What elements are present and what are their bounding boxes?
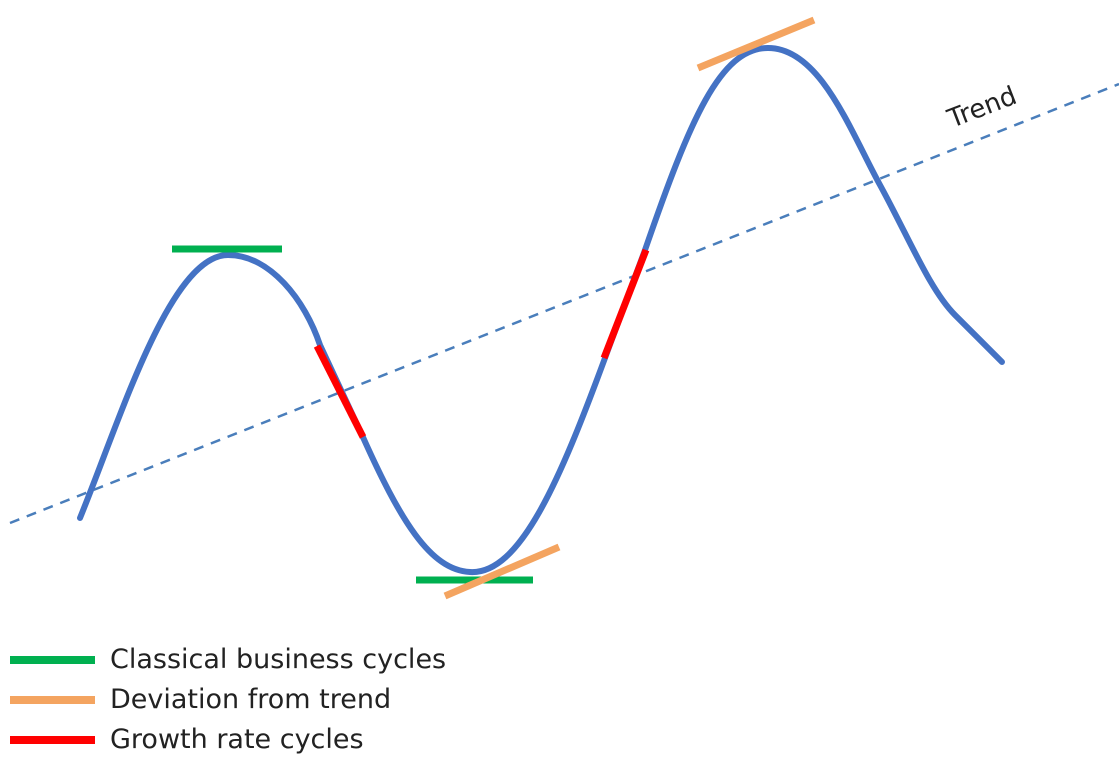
deviation-peak-marker <box>696 16 816 72</box>
deviation-trough-marker <box>443 543 561 600</box>
trend-label: Trend <box>943 81 1021 135</box>
legend-label: Growth rate cycles <box>110 724 364 755</box>
cycle-curve <box>77 45 1005 576</box>
trend-line <box>9 82 1119 525</box>
legend-label: Deviation from trend <box>110 684 392 715</box>
growth-rate-segment-upswing <box>600 248 650 360</box>
growth-rate-segment-downswing <box>313 344 367 439</box>
legend-swatch-growth <box>10 736 95 744</box>
legend-item-classical: Classical business cycles <box>10 640 446 680</box>
legend-swatch-deviation <box>10 696 95 704</box>
legend: Classical business cycles Deviation from… <box>10 640 446 760</box>
legend-swatch-classical <box>10 656 95 664</box>
legend-label: Classical business cycles <box>110 644 447 675</box>
legend-item-growth: Growth rate cycles <box>10 720 446 760</box>
legend-item-deviation: Deviation from trend <box>10 680 446 720</box>
business-cycle-diagram: Trend <box>9 16 1119 600</box>
